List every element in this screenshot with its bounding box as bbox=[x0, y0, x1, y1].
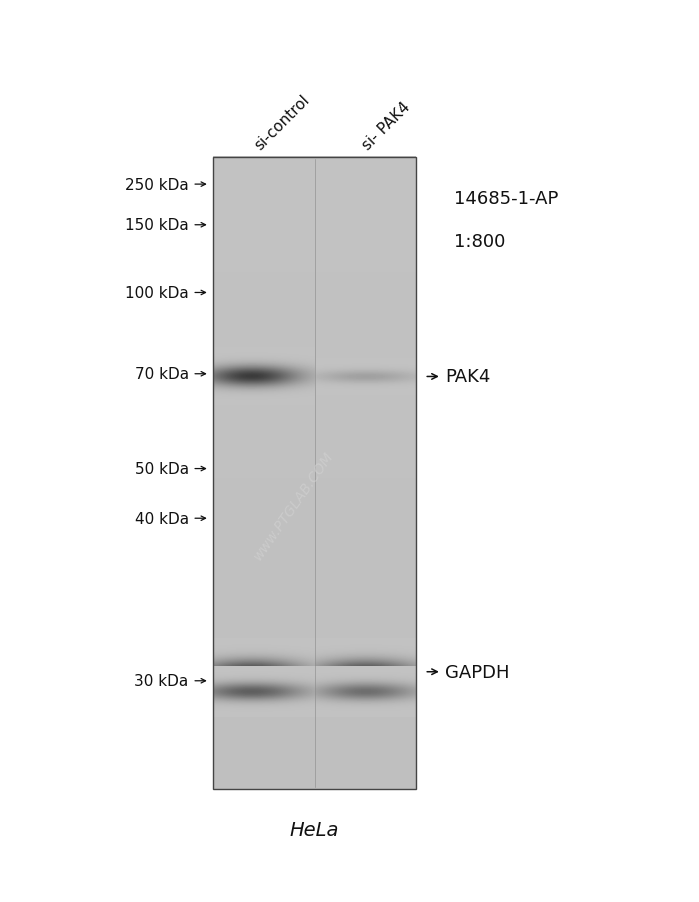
Text: 150 kDa: 150 kDa bbox=[125, 218, 189, 233]
Text: 30 kDa: 30 kDa bbox=[134, 674, 189, 688]
Text: si-control: si-control bbox=[252, 93, 312, 153]
Text: 1:800: 1:800 bbox=[454, 233, 505, 251]
Text: 40 kDa: 40 kDa bbox=[135, 511, 189, 526]
Text: 70 kDa: 70 kDa bbox=[135, 367, 189, 382]
Bar bbox=[213, 158, 416, 789]
Text: PAK4: PAK4 bbox=[445, 368, 491, 386]
Text: si- PAK4: si- PAK4 bbox=[360, 100, 414, 153]
Text: 100 kDa: 100 kDa bbox=[125, 286, 189, 300]
Text: HeLa: HeLa bbox=[290, 820, 339, 840]
Text: 50 kDa: 50 kDa bbox=[135, 462, 189, 476]
Text: 250 kDa: 250 kDa bbox=[125, 178, 189, 192]
Text: GAPDH: GAPDH bbox=[445, 663, 510, 681]
Text: www.PTGLAB.COM: www.PTGLAB.COM bbox=[251, 448, 336, 562]
Text: 14685-1-AP: 14685-1-AP bbox=[454, 189, 559, 207]
